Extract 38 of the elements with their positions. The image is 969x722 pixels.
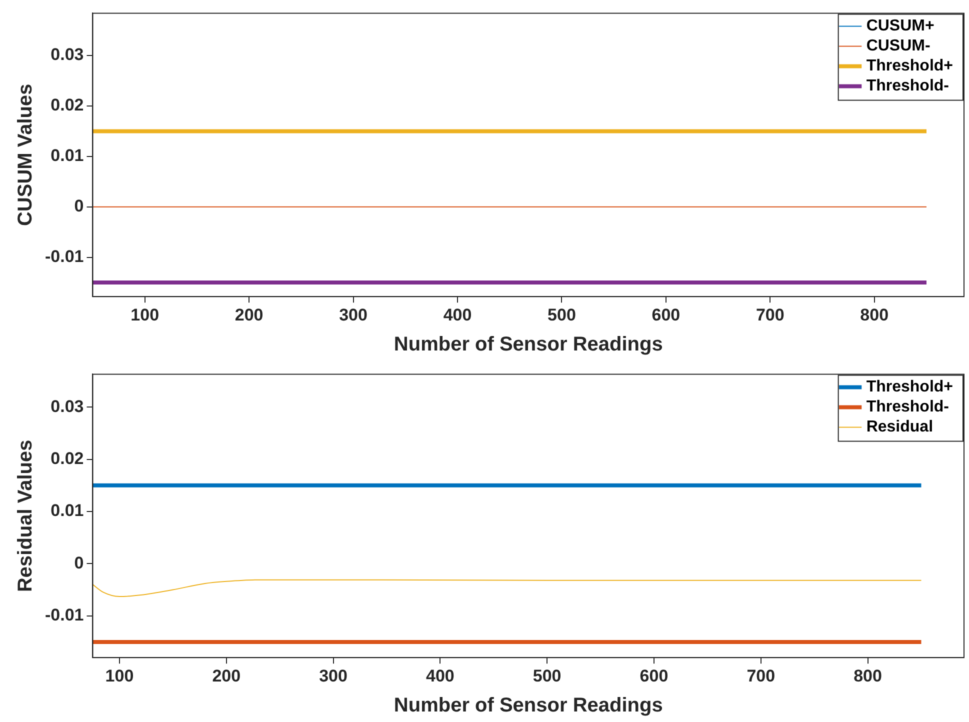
x-axis-title: Number of Sensor Readings [394,694,663,717]
x-tick-label: 800 [854,666,882,686]
legend-label: Residual [866,418,934,436]
y-tick-label: 0 [74,196,84,216]
y-tick-label: -0.01 [45,606,84,625]
x-tick-label: 200 [212,666,241,686]
x-tick-label: 700 [756,305,784,324]
x-tick-label: 800 [860,305,889,324]
y-tick-label: 0.02 [50,96,84,115]
y-tick-label: 0 [74,553,84,572]
x-tick-label: 300 [319,666,348,686]
x-tick-label: 400 [426,666,454,686]
y-tick-label: 0.02 [50,448,84,468]
line-series [92,579,922,598]
x-tick-label: 600 [652,305,680,324]
legend-label: Threshold- [866,398,949,416]
x-tick-label: 100 [105,666,134,686]
legend-label: Threshold- [866,78,949,95]
legend-label: Threshold+ [866,378,954,396]
x-tick-label: 100 [130,305,160,324]
y-tick-label: 0.03 [50,396,84,416]
x-axis-title: Number of Sensor Readings [394,334,663,356]
y-axis-title: CUSUM Values [14,84,37,226]
y-axis-title: Residual Values [14,440,37,592]
x-tick-label: 200 [234,305,264,324]
x-tick-label: 600 [640,666,668,686]
legend-label: Threshold+ [866,58,954,75]
x-tick-label: 400 [443,305,472,324]
y-tick-label: 0.01 [50,146,84,166]
y-tick-label: -0.01 [45,246,84,266]
x-tick-label: 700 [746,666,776,686]
x-tick-label: 500 [548,305,576,324]
legend-label: CUSUM- [866,38,930,55]
legend-label: CUSUM+ [866,18,934,35]
x-tick-label: 300 [339,305,368,324]
x-tick-label: 500 [532,666,562,686]
y-tick-label: 0.03 [50,45,84,64]
y-tick-label: 0.01 [50,501,84,520]
